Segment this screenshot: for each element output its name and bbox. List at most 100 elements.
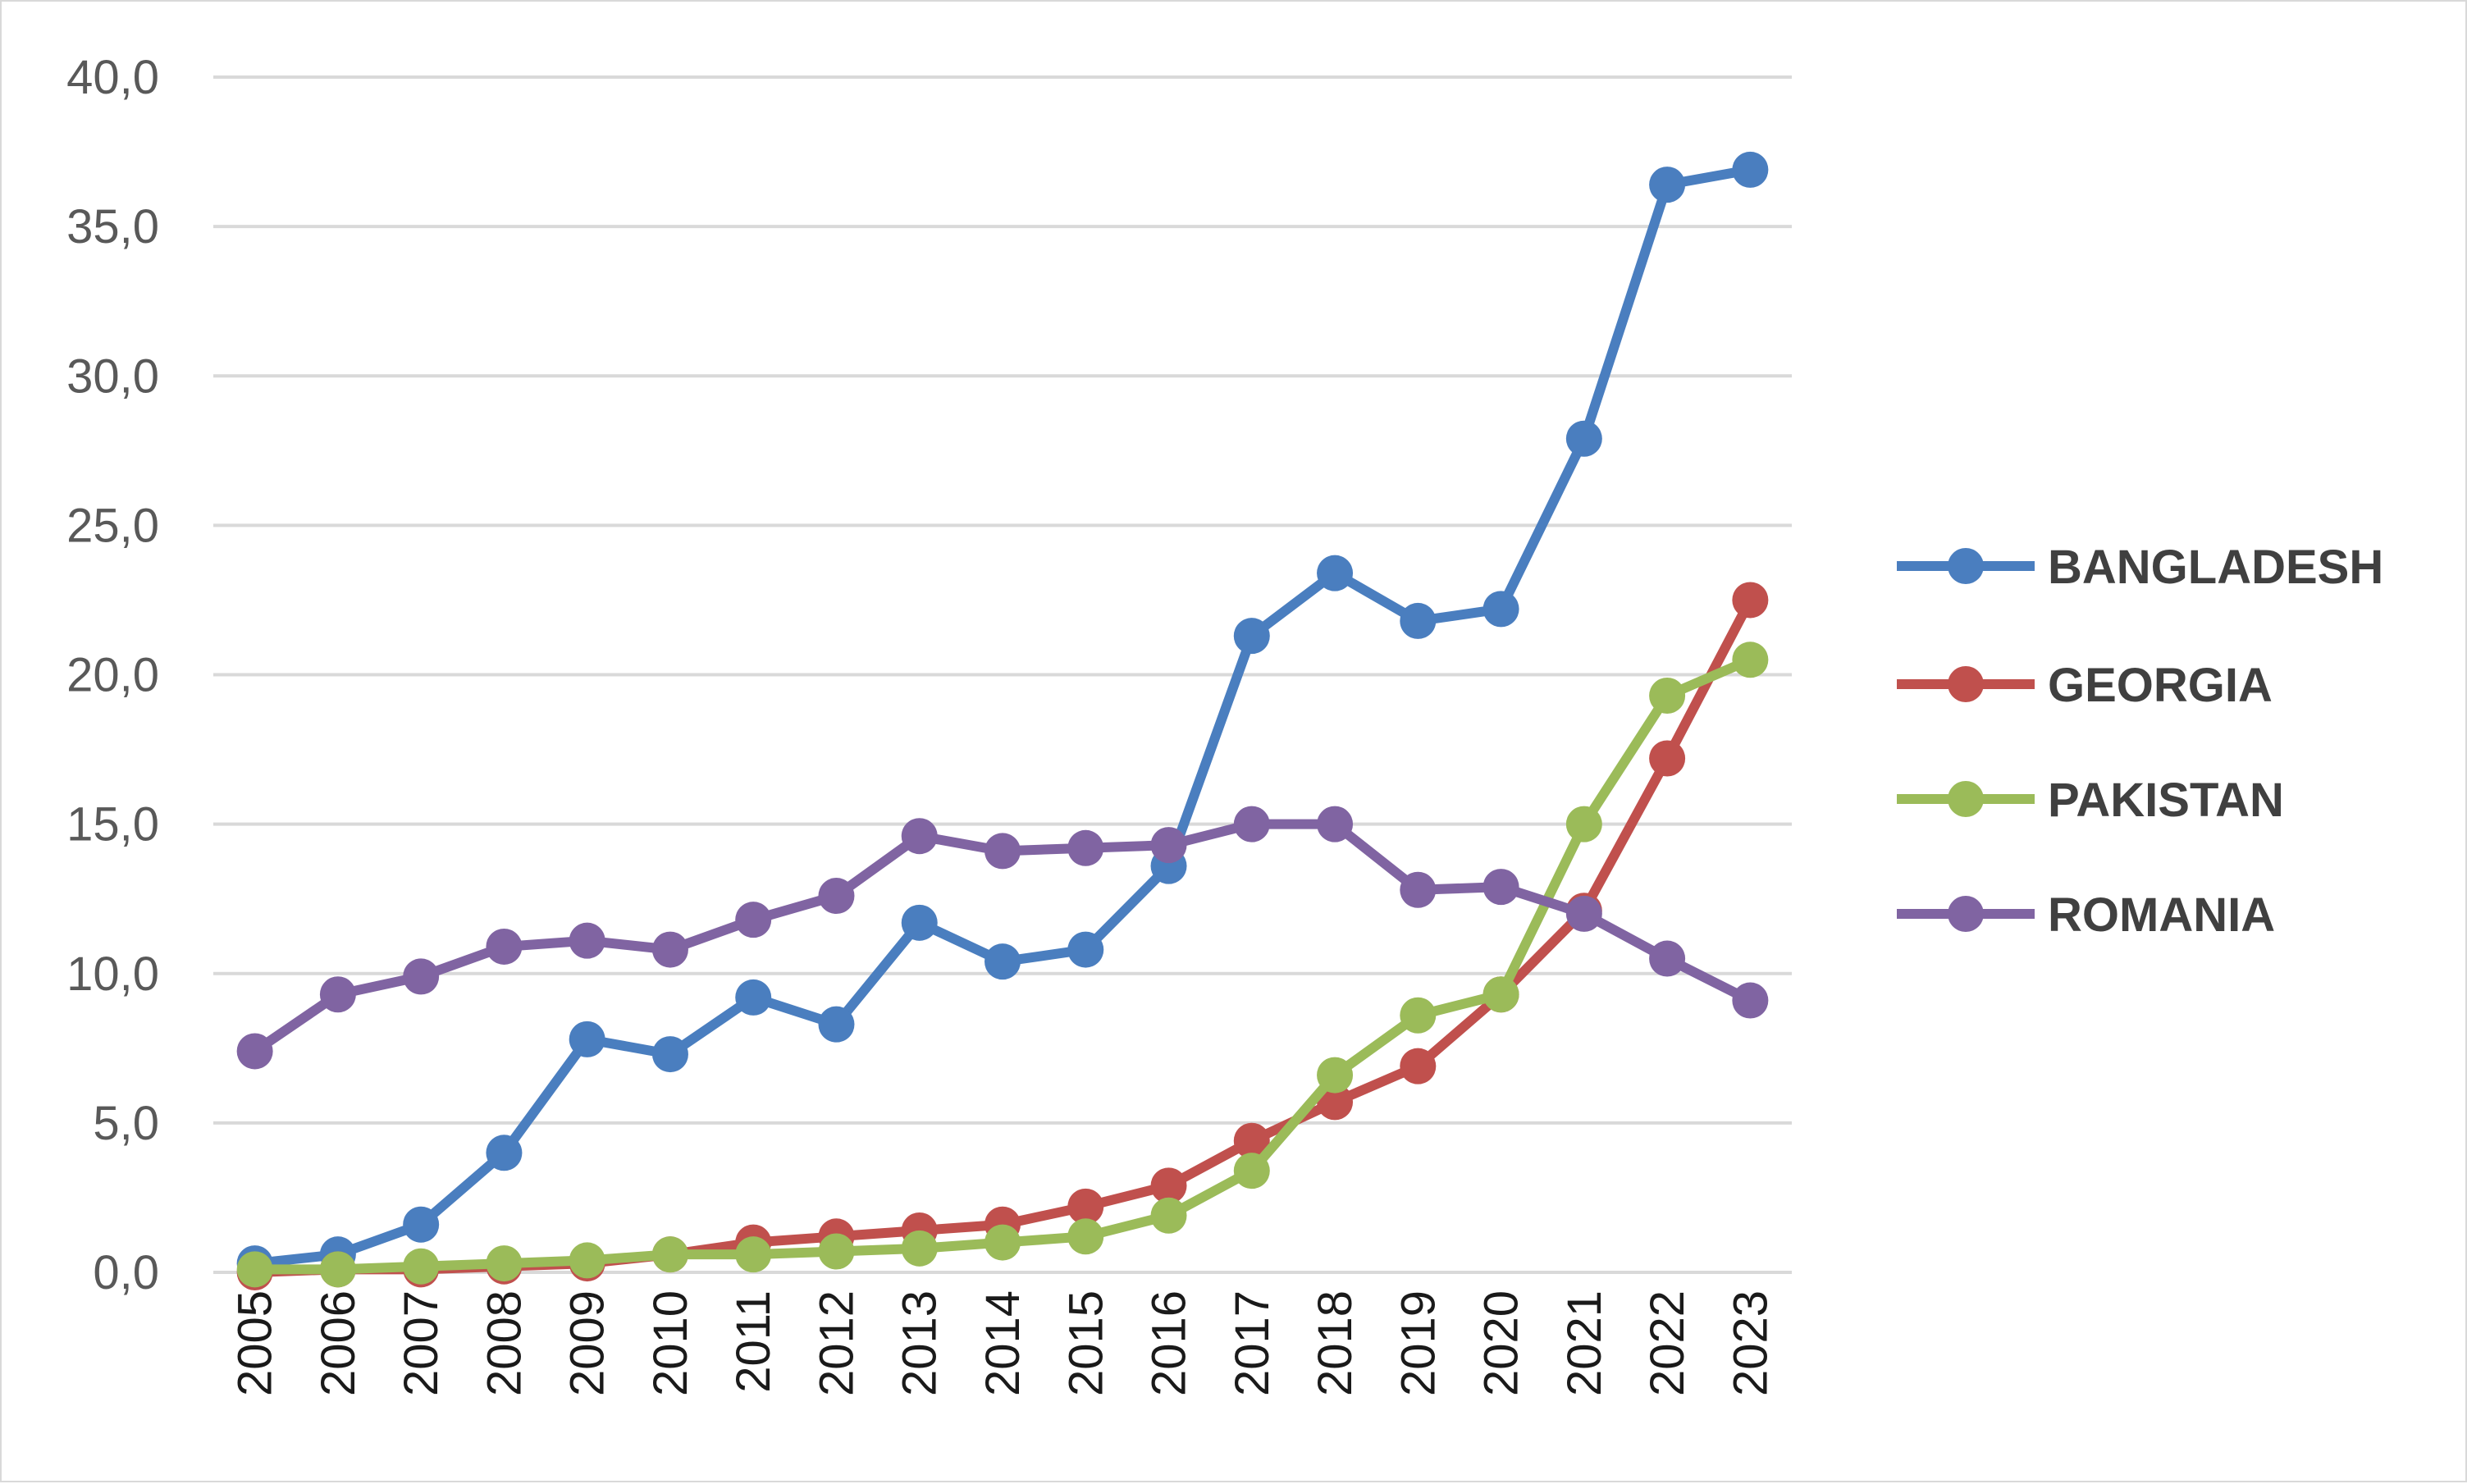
- data-point: [319, 1251, 356, 1288]
- data-point: [1565, 420, 1602, 457]
- x-tick-label: 2016: [1143, 1290, 1196, 1396]
- data-point: [1400, 602, 1437, 639]
- y-tick-label: 20,0: [66, 649, 159, 702]
- data-point: [403, 958, 440, 995]
- series-bangladesh: [236, 151, 1769, 1282]
- data-point: [1067, 829, 1104, 866]
- x-tick-label: 2005: [229, 1290, 282, 1396]
- legend-marker: [1948, 781, 1984, 817]
- data-point: [569, 1242, 605, 1279]
- data-point: [818, 1233, 855, 1270]
- y-axis-ticks: 0,0 5,0 10,0 15,0 20,0 25,0 30,0 35,0 40,0: [66, 51, 159, 1299]
- legend-marker: [1948, 548, 1984, 584]
- data-point: [651, 1236, 688, 1273]
- data-point: [1732, 151, 1769, 188]
- data-point: [1317, 1057, 1354, 1094]
- data-point: [1233, 618, 1270, 655]
- data-point: [1233, 1122, 1270, 1159]
- x-tick-label: 2022: [1641, 1290, 1694, 1396]
- legend-label: BANGLADESH: [2048, 541, 2383, 594]
- x-tick-label: 2010: [644, 1290, 697, 1396]
- data-point: [1732, 582, 1769, 619]
- data-point: [901, 904, 938, 941]
- data-point: [818, 878, 855, 915]
- data-point: [1150, 1167, 1187, 1204]
- data-point: [1482, 869, 1519, 906]
- x-tick-label: 2019: [1391, 1290, 1445, 1396]
- x-tick-label: 2015: [1059, 1290, 1112, 1396]
- legend-marker: [1948, 666, 1984, 702]
- data-point: [735, 1236, 772, 1273]
- data-point: [1067, 1218, 1104, 1255]
- x-tick-label: 2006: [312, 1290, 365, 1396]
- data-point: [901, 818, 938, 855]
- x-tick-label: 2011: [727, 1290, 780, 1393]
- data-point: [1317, 806, 1354, 842]
- data-point: [985, 1224, 1021, 1261]
- data-point: [486, 1245, 523, 1282]
- legend-entry: BANGLADESH: [1897, 541, 2383, 594]
- data-point: [1649, 167, 1686, 203]
- data-point: [1150, 1197, 1187, 1234]
- x-tick-label: 2014: [976, 1290, 1030, 1396]
- data-point: [403, 1248, 440, 1285]
- data-point: [1150, 827, 1187, 864]
- data-point: [1649, 940, 1686, 977]
- data-point: [236, 1033, 273, 1070]
- data-point: [1482, 591, 1519, 628]
- gridlines: [213, 75, 1792, 1274]
- data-point: [1400, 871, 1437, 908]
- data-point: [486, 1135, 523, 1171]
- legend-label: PAKISTAN: [2048, 774, 2284, 827]
- data-point: [1565, 895, 1602, 932]
- data-point: [901, 1230, 938, 1267]
- data-point: [818, 1006, 855, 1043]
- data-point: [569, 1021, 605, 1057]
- data-point: [985, 943, 1021, 980]
- x-axis-ticks: 2005 2006 2007 2008 2009 2010 2011 2012 2013 2014…: [229, 1290, 1778, 1396]
- data-point: [1067, 931, 1104, 968]
- data-point: [236, 1251, 273, 1288]
- data-point: [1732, 982, 1769, 1019]
- data-point: [1233, 1153, 1270, 1189]
- y-tick-label: 15,0: [66, 798, 159, 852]
- data-point: [1400, 997, 1437, 1034]
- x-tick-label: 2020: [1475, 1290, 1528, 1396]
- data-point: [1067, 1188, 1104, 1225]
- x-tick-label: 2017: [1226, 1290, 1279, 1396]
- legend-label: GEORGIA: [2048, 659, 2273, 712]
- series-line: [249, 164, 1756, 1269]
- data-point: [651, 931, 688, 968]
- data-point: [1233, 806, 1270, 842]
- y-tick-label: 35,0: [66, 200, 159, 253]
- data-point: [1565, 806, 1602, 842]
- legend-entry: ROMANIA: [1897, 888, 2275, 942]
- data-point: [403, 1206, 440, 1243]
- y-tick-label: 10,0: [66, 947, 159, 1001]
- y-tick-label: 40,0: [66, 51, 159, 104]
- legend-label: ROMANIA: [2048, 888, 2275, 942]
- data-point: [1732, 642, 1769, 678]
- legend: BANGLADESH GEORGIA PAKISTAN ROMANIA: [1897, 541, 2383, 942]
- data-point: [1649, 677, 1686, 714]
- y-tick-label: 0,0: [93, 1246, 159, 1299]
- x-tick-label: 2023: [1724, 1290, 1777, 1396]
- series-romania: [236, 806, 1769, 1070]
- legend-marker: [1948, 896, 1984, 932]
- y-tick-label: 5,0: [93, 1097, 159, 1150]
- data-point: [1649, 740, 1686, 777]
- data-point: [651, 1036, 688, 1073]
- y-tick-label: 25,0: [66, 499, 159, 552]
- x-tick-label: 2009: [561, 1290, 614, 1396]
- data-point: [569, 922, 605, 959]
- x-tick-label: 2012: [810, 1290, 863, 1396]
- x-tick-label: 2021: [1558, 1290, 1611, 1396]
- data-point: [486, 928, 523, 965]
- data-point: [1317, 555, 1354, 591]
- x-tick-label: 2013: [893, 1290, 947, 1396]
- data-point: [1482, 976, 1519, 1013]
- legend-entry: PAKISTAN: [1897, 774, 2284, 827]
- series-pakistan: [236, 642, 1769, 1288]
